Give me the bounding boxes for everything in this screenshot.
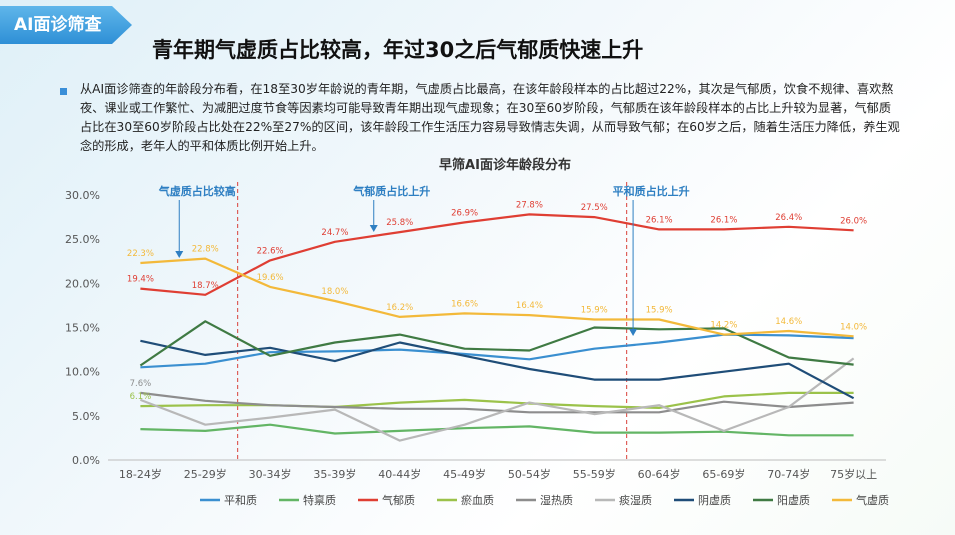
data-label: 14.0%: [840, 322, 867, 332]
x-tick-label: 55-59岁: [573, 467, 616, 481]
x-tick-label: 40-44岁: [378, 467, 421, 481]
data-label: 26.4%: [775, 213, 802, 223]
x-tick-label: 45-49岁: [443, 467, 486, 481]
y-tick-label: 25.0%: [65, 233, 100, 246]
description-paragraph: 从AI面诊筛查的年龄段分布看，在18至30岁年龄说的青年期，气虚质占比最高，在该…: [80, 82, 900, 153]
data-label: 19.6%: [257, 273, 284, 283]
series-line: [140, 391, 854, 414]
series-line: [140, 213, 854, 296]
x-tick-label: 70-74岁: [767, 467, 810, 481]
x-tick-label: 50-54岁: [508, 467, 551, 481]
data-label: 22.3%: [127, 249, 154, 259]
data-label: 26.1%: [710, 215, 737, 225]
y-tick-label: 20.0%: [65, 277, 100, 290]
legend-label: 瘀血质: [461, 493, 494, 507]
data-label: 27.5%: [581, 203, 608, 213]
legend-label: 阴虚质: [698, 494, 731, 507]
data-label: 16.4%: [516, 301, 543, 311]
x-tick-label: 25-29岁: [184, 467, 227, 481]
data-label: 22.6%: [257, 246, 284, 256]
legend-label: 湿热质: [540, 494, 573, 507]
arrow-head-icon: [629, 329, 638, 336]
y-tick-label: 30.0%: [65, 189, 100, 202]
x-tick-label: 30-34岁: [249, 467, 292, 481]
legend-label: 气郁质: [382, 493, 415, 507]
data-label: 26.9%: [451, 208, 478, 218]
chart-title: 早筛AI面诊年龄段分布: [439, 157, 571, 173]
annotation-label: 平和质占比上升: [613, 184, 690, 198]
legend-label: 阳虚质: [777, 494, 810, 507]
x-tick-label: 75岁以上: [830, 467, 877, 481]
legend-label: 痰湿质: [619, 493, 652, 507]
series-line: [140, 423, 854, 437]
annotation-label: 气虚质占比较高: [158, 184, 236, 198]
x-tick-label: 65-69岁: [702, 467, 745, 481]
y-tick-label: 5.0%: [72, 410, 100, 423]
series-line: [140, 391, 854, 409]
data-label: 6.1%: [130, 392, 152, 402]
y-tick-label: 0.0%: [72, 454, 100, 467]
annotation-label: 气郁质占比上升: [352, 184, 430, 198]
legend-label: 平和质: [224, 494, 257, 507]
data-label: 26.0%: [840, 216, 867, 226]
legend-label: 特禀质: [303, 493, 336, 507]
data-label: 18.7%: [192, 281, 219, 291]
data-label: 27.8%: [516, 200, 543, 210]
x-tick-label: 35-39岁: [313, 467, 356, 481]
data-label: 7.6%: [130, 379, 152, 389]
y-tick-label: 15.0%: [65, 322, 100, 335]
data-label: 19.4%: [127, 275, 154, 285]
arrow-head-icon: [175, 251, 184, 258]
series-line: [140, 357, 855, 442]
data-label: 26.1%: [646, 215, 673, 225]
data-label: 22.8%: [192, 245, 219, 255]
data-label: 16.6%: [451, 299, 478, 309]
bullet-icon: [60, 88, 67, 95]
y-tick-label: 10.0%: [65, 366, 100, 379]
series-line: [139, 320, 854, 367]
series-line: [140, 257, 854, 338]
legend-label: 气虚质: [856, 493, 889, 507]
data-label: 24.7%: [321, 228, 348, 238]
x-tick-label: 18-24岁: [119, 467, 162, 481]
arrow-head-icon: [369, 225, 378, 232]
data-label: 14.2%: [710, 321, 737, 331]
data-label: 18.0%: [321, 287, 348, 297]
data-label: 14.6%: [775, 317, 802, 327]
data-label: 16.2%: [386, 303, 413, 313]
page-title: 青年期气虚质占比较高，年过30之后气郁质快速上升: [152, 38, 644, 62]
data-label: 25.8%: [386, 218, 413, 228]
section-badge: AI面诊筛查: [0, 6, 132, 44]
data-label: 15.9%: [581, 306, 608, 316]
x-tick-label: 60-64岁: [638, 467, 681, 481]
data-label: 15.9%: [646, 306, 673, 316]
